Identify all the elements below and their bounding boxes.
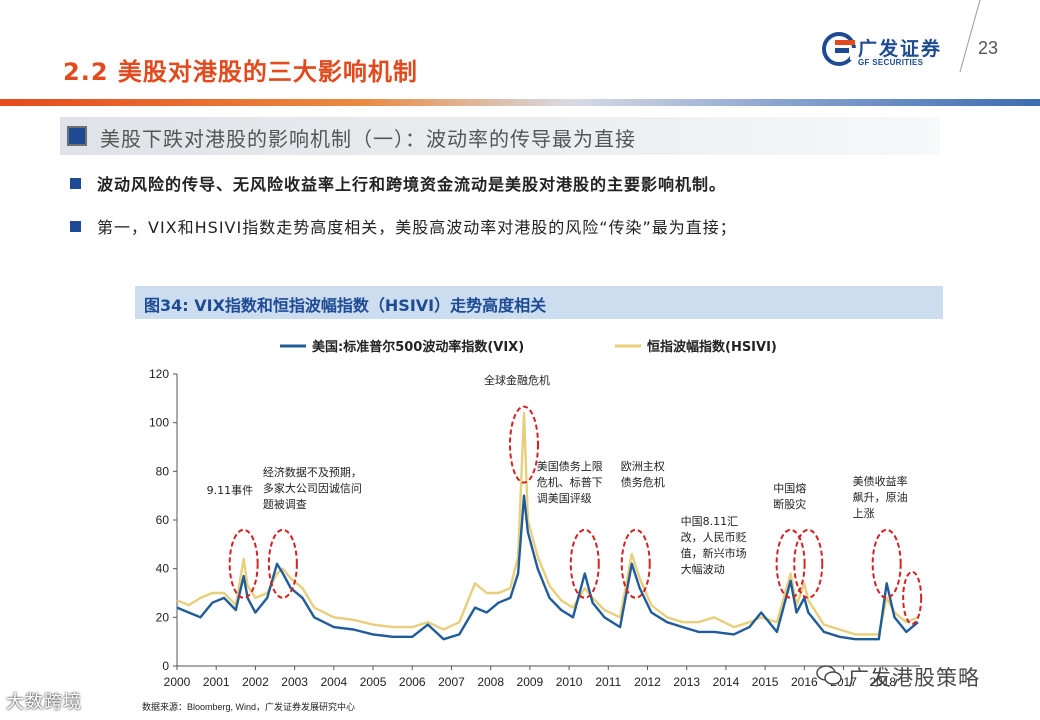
- annotation-ellipse: [793, 528, 824, 599]
- annotation-label: 大幅波动: [681, 562, 725, 576]
- annotation-ellipse: [508, 405, 539, 484]
- annotation-label: 全球金融危机: [484, 373, 550, 387]
- y-tick-label: 80: [156, 464, 170, 478]
- x-tick-label: 2004: [320, 675, 347, 689]
- annotation-label: 危机、标普下: [537, 475, 603, 489]
- annotation-ellipse: [775, 528, 806, 599]
- section-heading: 美股下跌对港股的影响机制（一）：波动率的传导最为直接: [100, 127, 636, 151]
- annotation-ellipse: [267, 528, 298, 599]
- logo-text-cn: 广发证券: [858, 38, 943, 60]
- x-tick-label: 2002: [242, 675, 269, 689]
- annotation-label: 经济数据不及预期，: [263, 465, 362, 479]
- x-tick-label: 2015: [752, 675, 779, 689]
- annotation-ellipse: [569, 528, 600, 599]
- annotation-ellipse: [871, 528, 902, 599]
- watermark-left: 大数跨境: [6, 692, 82, 713]
- x-tick-label: 2012: [634, 675, 661, 689]
- figure-title-bar: 图34: VIX指数和恒指波幅指数（HSIVI）走势高度相关: [135, 286, 943, 319]
- annotation-label: 改，人民币贬: [681, 530, 747, 544]
- bullet-point-2: 第一，VIX和HSIVI指数走势高度相关，美股高波动率对港股的风险“传染”最为直…: [70, 214, 737, 238]
- annotation-label: 飙升，原油: [853, 490, 908, 504]
- annotation-label: 欧洲主权: [621, 460, 665, 473]
- section-square-icon: [67, 126, 87, 146]
- watermark-right: 广发港股策略: [848, 666, 980, 690]
- y-tick-label: 100: [149, 416, 169, 430]
- annotation-label: 断股灾: [773, 497, 806, 511]
- annotation-label: 中国8.11汇: [681, 515, 739, 528]
- x-tick-label: 2003: [281, 675, 308, 689]
- header-color-bar: [0, 99, 1040, 106]
- annotation-label: 调美国评级: [537, 492, 592, 505]
- y-tick-label: 20: [156, 610, 170, 624]
- logo-text-en: GF SECURITIES: [858, 58, 924, 67]
- x-tick-label: 2016: [791, 675, 818, 689]
- x-tick-label: 2014: [713, 675, 740, 689]
- annotation-label: 题被调查: [263, 497, 307, 511]
- annotation-label: 美债收益率: [853, 474, 908, 488]
- annotation-label: 债务危机: [621, 475, 665, 489]
- x-tick-label: 2009: [517, 675, 544, 689]
- annotation-label: 9.11事件: [207, 484, 254, 497]
- x-tick-label: 2010: [556, 675, 583, 689]
- vix-series-line: [176, 494, 919, 641]
- x-tick-label: 2011: [595, 675, 621, 689]
- bullet-square-icon: [70, 178, 81, 189]
- legend-label: 美国:标准普尔500波动率指数(VIX): [312, 339, 524, 355]
- bullet-square-icon: [70, 221, 81, 232]
- y-tick-label: 0: [162, 659, 169, 673]
- annotation-label: 上涨: [853, 507, 875, 520]
- x-tick-label: 2008: [477, 675, 504, 689]
- bullet-text-1: 波动风险的传导、无风险收益率上行和跨境资金流动是美股对港股的主要影响机制。: [97, 175, 727, 194]
- annotation-label: 值，新兴市场: [681, 546, 747, 560]
- slide-title: 2.2 美股对港股的三大影响机制: [63, 58, 418, 86]
- figure-title: 图34: VIX指数和恒指波幅指数（HSIVI）走势高度相关: [144, 296, 547, 315]
- bullet-point-1: 波动风险的传导、无风险收益率上行和跨境资金流动是美股对港股的主要影响机制。: [70, 171, 726, 195]
- y-tick-label: 120: [149, 367, 169, 381]
- annotation-ellipse: [902, 570, 923, 625]
- header-divider: [959, 0, 981, 73]
- annotation-label: 中国熔: [773, 481, 806, 495]
- x-tick-label: 2018: [869, 675, 896, 689]
- annotation-label: 多家大公司因诚信问: [263, 481, 362, 495]
- y-tick-label: 60: [156, 513, 170, 527]
- wechat-icon: [816, 665, 842, 685]
- x-tick-label: 2001: [203, 675, 230, 689]
- gf-logo-icon: [822, 32, 856, 66]
- x-tick-label: 2006: [399, 675, 426, 689]
- hsivi-series-line: [176, 411, 919, 636]
- slide-header: 2.2 美股对港股的三大影响机制 广发证券 GF SECURITIES 23: [0, 0, 1040, 100]
- legend-label: 恒指波幅指数(HSIVI): [647, 339, 777, 355]
- x-tick-label: 2007: [438, 675, 465, 689]
- x-tick-label: 2000: [164, 675, 191, 689]
- y-tick-label: 40: [156, 562, 170, 576]
- volatility-line-chart: 0 20 40 60 80 100 120 2000 2001 2002 2003 2004 2005 2…: [149, 339, 923, 689]
- annotation-ellipse: [620, 528, 651, 599]
- page-number: 23: [978, 38, 999, 58]
- bullet-text-2: 第一，VIX和HSIVI指数走势高度相关，美股高波动率对港股的风险“传染”最为直…: [97, 218, 737, 237]
- x-tick-label: 2005: [360, 675, 387, 689]
- annotation-ellipse: [228, 528, 259, 599]
- company-logo: 广发证券 GF SECURITIES: [822, 30, 972, 74]
- annotation-label: 美国债务上限: [537, 459, 603, 473]
- section-heading-box: 美股下跌对港股的影响机制（一）：波动率的传导最为直接: [60, 117, 940, 155]
- data-source-note: 数据来源：Bloomberg, Wind，广发证券发展研究中心: [142, 702, 356, 712]
- x-tick-label: 2013: [673, 675, 700, 689]
